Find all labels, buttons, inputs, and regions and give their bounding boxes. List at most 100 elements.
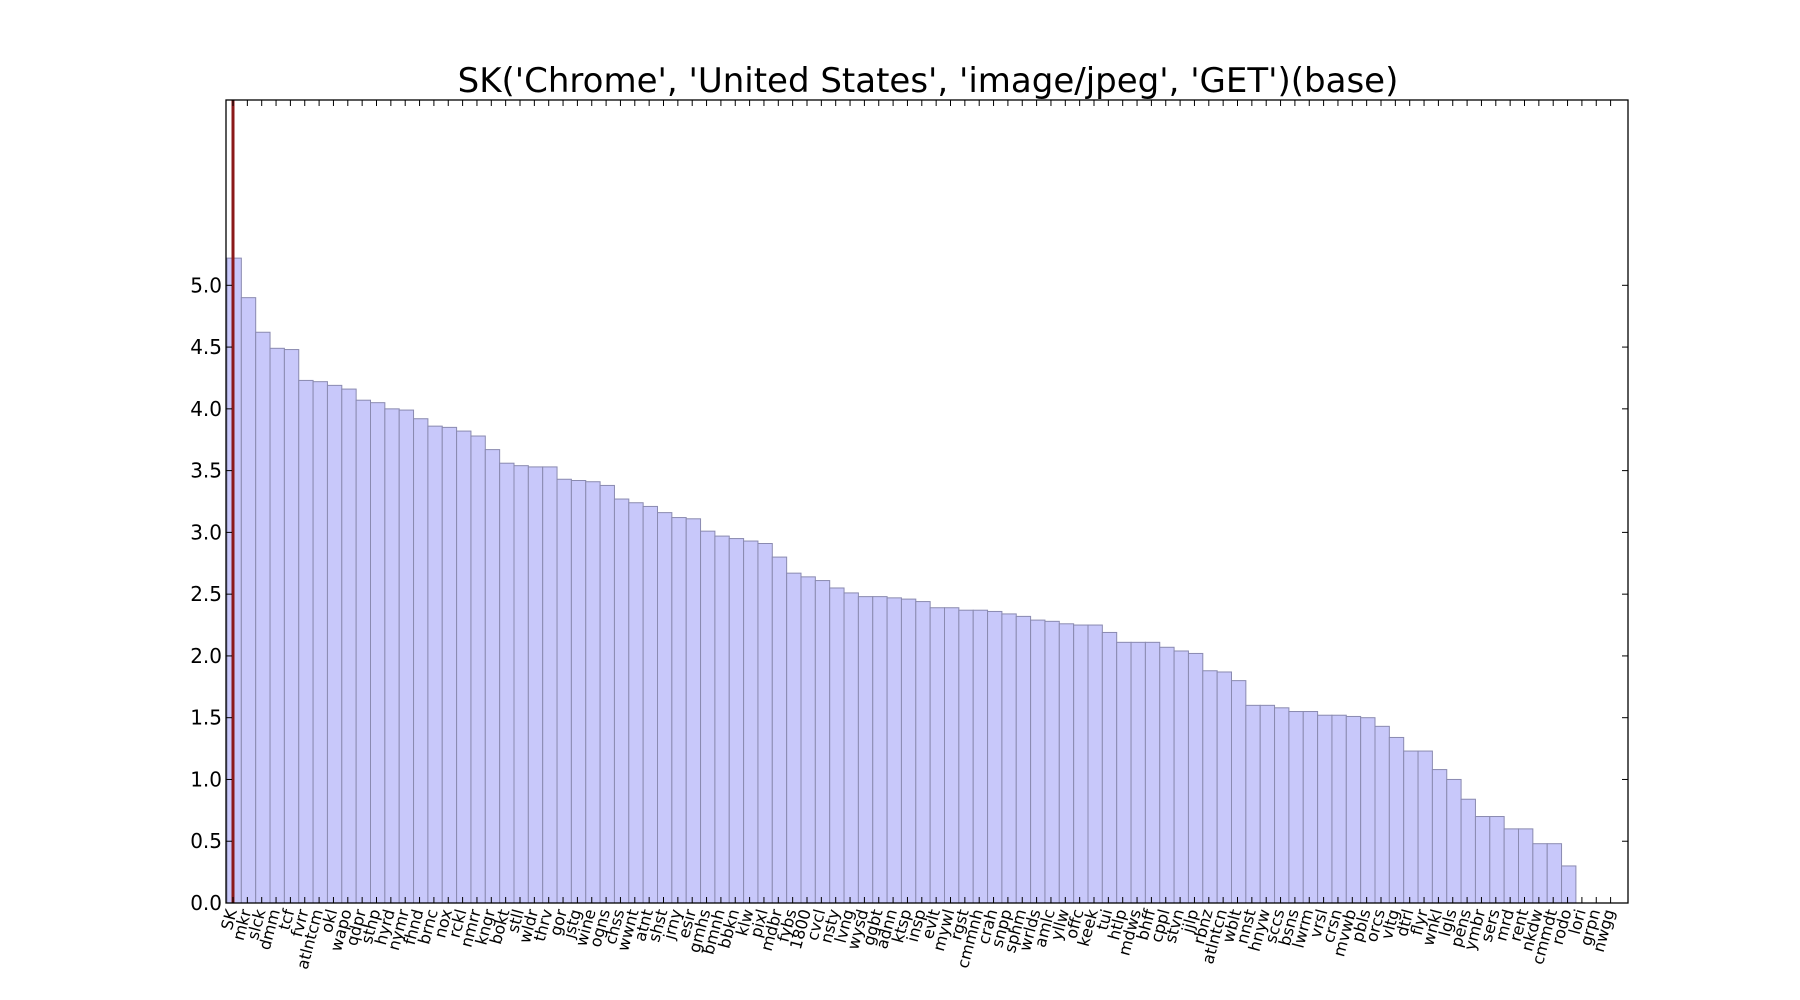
bar-sers xyxy=(1489,816,1505,904)
bar-fhnd xyxy=(413,418,429,904)
bar-vltg xyxy=(1388,736,1405,904)
xtick-label-tui: tui xyxy=(1092,907,1116,932)
bar-wnkl xyxy=(1431,769,1448,904)
bar-pbls xyxy=(1360,717,1376,904)
ytick-label: 4.5 xyxy=(190,335,222,359)
bar-pens xyxy=(1460,798,1476,904)
bar-dmm xyxy=(269,347,285,904)
bar-evlt xyxy=(929,607,946,904)
bar-bokt xyxy=(499,462,515,904)
bar-vrsl xyxy=(1317,714,1333,904)
bar-sphm xyxy=(1015,615,1032,904)
xtick-label-tcf: tcf xyxy=(275,907,299,932)
bar-adnn xyxy=(886,597,902,904)
bar-nsty xyxy=(829,587,845,904)
bar-qdpr xyxy=(355,399,371,904)
bar-cppl xyxy=(1159,646,1175,904)
ytick-label: 3.0 xyxy=(190,520,222,544)
bar-sccs xyxy=(1274,707,1290,904)
bar-atnt xyxy=(642,505,659,904)
bar-sthp xyxy=(370,402,386,904)
bar-stvn xyxy=(1173,650,1189,904)
bar-insp xyxy=(915,601,931,904)
ytick-label: 4.0 xyxy=(190,397,222,421)
bar-tui xyxy=(1101,631,1118,904)
bar-mkr xyxy=(240,297,257,904)
bars xyxy=(226,257,1577,904)
bar-wblt xyxy=(1231,680,1247,904)
bar-nnst xyxy=(1245,704,1261,904)
bar-rbnz xyxy=(1202,670,1218,904)
bar-keek xyxy=(1087,624,1103,904)
bar-nmrr xyxy=(470,435,486,904)
bar-ggbt xyxy=(872,596,888,904)
bar-ymbr xyxy=(1474,816,1491,904)
bar-crah xyxy=(987,610,1003,904)
bar-cvcl xyxy=(814,580,831,904)
ytick-label: 2.0 xyxy=(190,644,222,668)
chart-title: SK('Chrome', 'United States', 'image/jpe… xyxy=(458,61,1399,101)
bar-amlc xyxy=(1044,620,1060,904)
bar-kngr xyxy=(484,449,501,904)
bar-wwnt xyxy=(628,502,644,904)
bar-esir xyxy=(685,518,702,904)
bar-rgst xyxy=(958,609,974,904)
bar-gor xyxy=(556,478,572,904)
plot-area-frame xyxy=(225,99,1629,904)
bar-dtrl xyxy=(1403,750,1419,904)
bar-brnc xyxy=(427,425,443,904)
bar-nymr xyxy=(398,409,415,904)
bar-cmmnh xyxy=(972,609,989,904)
bar-lwrm xyxy=(1302,711,1319,904)
bar-bmnh xyxy=(714,535,730,904)
bar-rent xyxy=(1518,828,1534,904)
bar-ktsp xyxy=(900,598,917,904)
bar-hyrd xyxy=(384,408,400,904)
ytick-label: 0.5 xyxy=(190,829,222,853)
bar-wldr xyxy=(527,466,544,904)
bar-fvrr xyxy=(298,379,314,904)
ytick-label: 1.5 xyxy=(190,706,222,730)
bar-stll xyxy=(513,465,529,904)
bar-jrny xyxy=(671,517,687,904)
bar-rckl xyxy=(456,430,472,904)
bar-atlntcn xyxy=(1216,671,1233,904)
bar-crsn xyxy=(1331,714,1347,904)
bar-atlntcm xyxy=(312,381,328,904)
bar-gmhs xyxy=(700,530,716,904)
ytick-label: 2.5 xyxy=(190,582,222,606)
bar-jstg xyxy=(570,480,587,904)
ytick-label: 3.5 xyxy=(190,459,222,483)
bar-wysd xyxy=(857,596,874,904)
bar-pixl xyxy=(757,543,773,904)
bar-rodo xyxy=(1561,865,1577,904)
bar-tcf xyxy=(283,349,300,904)
xtick-label-SK: SK xyxy=(217,907,241,932)
bar-mywl xyxy=(944,607,960,904)
bar-snpp xyxy=(1001,613,1017,904)
bar-flyr xyxy=(1417,750,1433,904)
ytick-label: 5.0 xyxy=(190,273,222,297)
bar-okl xyxy=(326,384,343,904)
bar-mvwb xyxy=(1345,715,1362,904)
ytick-label: 1.0 xyxy=(190,767,222,791)
bar-lgls xyxy=(1446,778,1462,904)
bar-shst xyxy=(657,512,673,904)
bar-nox xyxy=(441,426,458,904)
bar-offc xyxy=(1073,624,1089,904)
bar-nkdw xyxy=(1532,843,1548,904)
bar-ogns xyxy=(599,484,615,904)
bar-mdws xyxy=(1130,641,1146,904)
bar-bbkn xyxy=(728,538,745,904)
bar-wapo xyxy=(341,388,357,904)
x-axis: SKmkrslckdmmtcffvrratlntcmoklwapoqdprsth… xyxy=(217,100,1618,971)
bar-thrv xyxy=(542,466,558,904)
y-axis: 0.0 0.5 1.0 1.5 2.0 2.5 3.0 3.5 4.0 4.5 5.0 xyxy=(190,273,1628,915)
bar-jjlp xyxy=(1187,652,1204,904)
bar-wine xyxy=(585,481,601,904)
bar-htlp xyxy=(1116,641,1132,904)
bar-bhff xyxy=(1144,641,1161,904)
bar-slck xyxy=(255,331,271,904)
bar-chss xyxy=(613,498,630,904)
bar-klw xyxy=(743,540,759,904)
